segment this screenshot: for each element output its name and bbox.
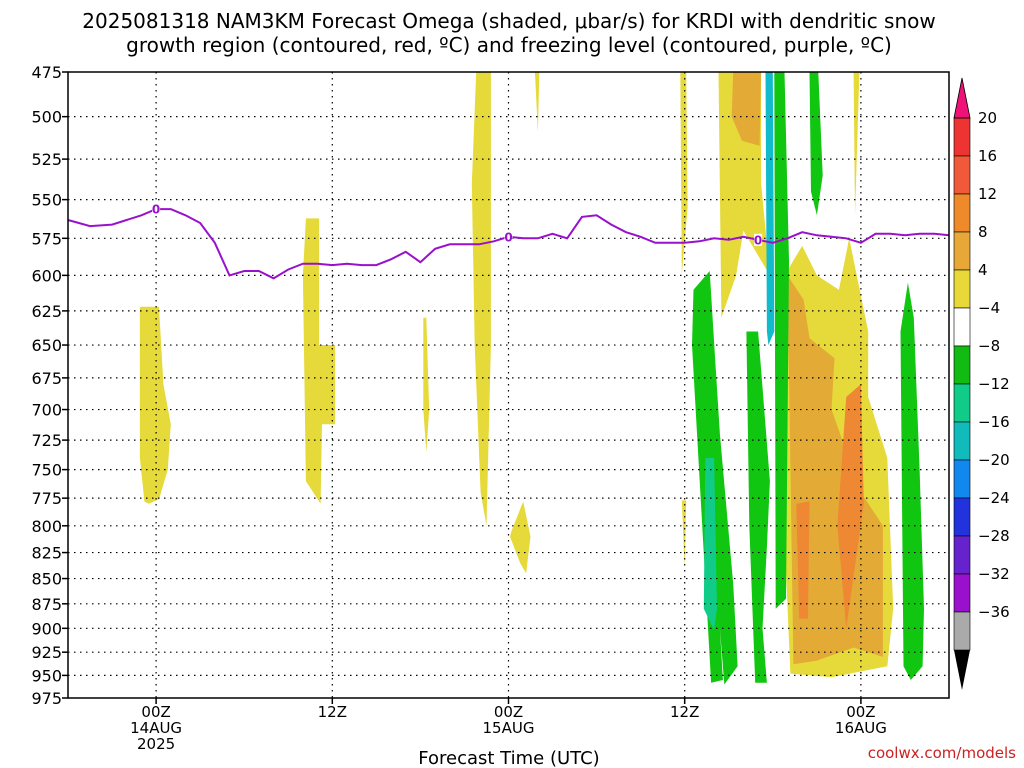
- x-tick-label: 12Z: [670, 703, 699, 721]
- omega-region-4-8-3: [471, 72, 491, 526]
- y-tick-label: 475: [31, 63, 62, 82]
- omega-region--12--16-21: [765, 72, 775, 345]
- colorbar-top-arrow: [954, 78, 970, 118]
- y-tick-label: 700: [31, 401, 62, 420]
- x-tick-label: 2025: [137, 735, 175, 753]
- colorbar-swatch-3: [953, 231, 971, 271]
- freezing-level-label-bg: [152, 203, 161, 216]
- y-tick-label: 500: [31, 108, 62, 127]
- y-tick-label: 575: [31, 229, 62, 248]
- omega-region--4--8-16: [746, 331, 770, 683]
- colorbar-swatch-10: [953, 497, 971, 537]
- x-axis-label: Forecast Time (UTC): [418, 748, 599, 768]
- omega-region-12-16-13: [796, 501, 810, 619]
- omega-region-8-12-11: [731, 72, 762, 146]
- chart-title-line2: growth region (contoured, red, ºC) and f…: [126, 33, 892, 57]
- y-tick-label: 800: [31, 517, 62, 536]
- watermark: coolwx.com/models: [868, 744, 1016, 762]
- colorbar-label: −36: [978, 603, 1010, 621]
- omega-region-8-12-12: [787, 275, 883, 665]
- omega-region--4--8-19: [900, 282, 924, 680]
- y-tick-label: 875: [31, 595, 62, 614]
- colorbar-label: 20: [978, 109, 997, 127]
- x-tick-label: 16AUG: [835, 719, 887, 737]
- omega-region--4--8-18: [809, 72, 823, 216]
- omega-shading: [139, 72, 924, 685]
- y-tick-label: 950: [31, 666, 62, 685]
- omega-region-4-8-5: [534, 72, 540, 133]
- colorbar-swatch-1: [953, 155, 971, 195]
- colorbar-swatch-4: [953, 269, 971, 309]
- colorbar-swatch-8: [953, 421, 971, 461]
- omega-region--8--12-20: [703, 457, 717, 631]
- omega-region--4--8-17: [774, 72, 789, 609]
- colorbar-top-arrow-outline: [953, 77, 971, 119]
- colorbar-label: −24: [978, 489, 1010, 507]
- colorbar-swatch-11: [953, 535, 971, 575]
- freezing-level-label-bg: [504, 230, 513, 243]
- omega-region-4-8-10: [853, 72, 860, 216]
- colorbar-label: 4: [978, 261, 988, 279]
- y-tick-label: 625: [31, 302, 62, 321]
- colorbar-label: −32: [978, 565, 1010, 583]
- colorbar-swatch-12: [953, 573, 971, 613]
- y-tick-label: 900: [31, 619, 62, 638]
- colorbar-swatch-2: [953, 193, 971, 233]
- freezing-level-line: [67, 208, 950, 280]
- colorbar-label: −12: [978, 375, 1010, 393]
- x-tick-label: 15AUG: [483, 719, 535, 737]
- x-tick-label: 00Z: [494, 703, 523, 721]
- colorbar-swatch-9: [953, 459, 971, 499]
- colorbar-swatch-7: [953, 383, 971, 423]
- freezing-level-label: 0: [504, 230, 512, 244]
- omega-region-4-8-0: [139, 306, 171, 504]
- y-tick-label: 550: [31, 191, 62, 210]
- y-tick-label: 975: [31, 689, 62, 708]
- omega-region-12-16-14: [837, 384, 864, 629]
- freezing-level-label: 0: [754, 233, 762, 247]
- colorbar-label: −20: [978, 451, 1010, 469]
- colorbar-bottom-arrow: [954, 650, 970, 690]
- colorbar-label: −16: [978, 413, 1010, 431]
- freezing-level-label: 0: [152, 203, 160, 217]
- y-tick-label: 600: [31, 266, 62, 285]
- colorbar-swatch-6: [953, 345, 971, 385]
- y-tick-label: 850: [31, 570, 62, 589]
- colorbar-label: 12: [978, 185, 997, 203]
- omega-region-4-8-2: [423, 317, 430, 452]
- y-tick-label: 675: [31, 369, 62, 388]
- x-tick-label: 00Z: [141, 703, 170, 721]
- omega-region-4-8-1: [302, 218, 336, 504]
- colorbar-label: −8: [978, 337, 1000, 355]
- freezing-level-label-bg: [754, 233, 763, 246]
- colorbar-swatch-0: [953, 117, 971, 157]
- omega-region-4-8-4: [510, 501, 531, 574]
- y-tick-label: 775: [31, 489, 62, 508]
- colorbar-label: 8: [978, 223, 988, 241]
- chart-title-line1: 2025081318 NAM3KM Forecast Omega (shaded…: [82, 9, 935, 33]
- y-tick-label: 925: [31, 643, 62, 662]
- y-tick-label: 650: [31, 336, 62, 355]
- y-tick-label: 750: [31, 461, 62, 480]
- colorbar-label: −28: [978, 527, 1010, 545]
- y-tick-label: 725: [31, 431, 62, 450]
- y-tick-label: 525: [31, 150, 62, 169]
- omega-region--4--8-15: [692, 271, 738, 685]
- x-tick-label: 14AUG: [130, 719, 182, 737]
- omega-region-4-8-7: [681, 500, 687, 569]
- colorbar-label: −4: [978, 299, 1000, 317]
- colorbar-label: 16: [978, 147, 997, 165]
- x-tick-label: 12Z: [318, 703, 347, 721]
- colorbar: 20 16 12 8 4 −4 −8 −12 −16 −20 −24 −28 −32 −36: [953, 77, 1010, 690]
- colorbar-swatch-13: [953, 611, 971, 651]
- y-tick-label: 825: [31, 544, 62, 563]
- omega-region-4-8-6: [680, 72, 688, 276]
- x-tick-label: 00Z: [846, 703, 875, 721]
- colorbar-swatch-5: [953, 307, 971, 347]
- plot-area: 0 0 0 475 500 525 550 575 600 625 650 675 700 725 750 7…: [31, 63, 950, 753]
- grid-lines: [68, 72, 949, 698]
